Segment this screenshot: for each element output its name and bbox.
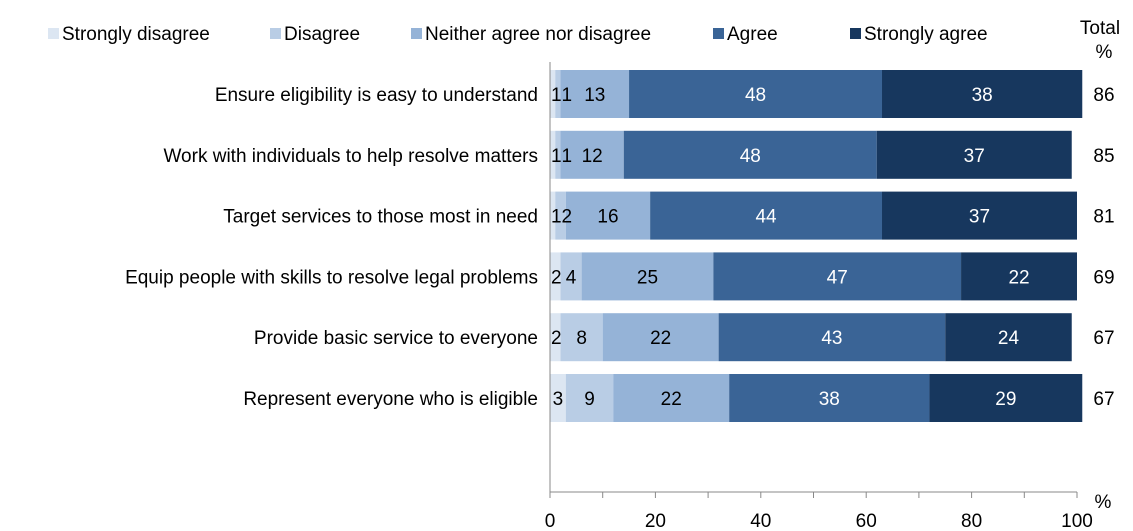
data-label: 22 — [650, 328, 671, 349]
data-label: 2 — [561, 207, 572, 228]
bar-segment — [718, 313, 946, 362]
legend-swatch — [48, 28, 59, 39]
bar-segment — [555, 191, 566, 240]
total-value: 81 — [1093, 207, 1114, 228]
legend-label: Neither agree nor disagree — [425, 24, 651, 45]
bar-segment — [555, 130, 561, 179]
bar-segment — [713, 252, 962, 301]
data-label: 29 — [995, 389, 1016, 410]
bar-segment — [565, 374, 614, 422]
data-label: 47 — [827, 267, 848, 288]
x-tick-label: 60 — [856, 511, 877, 531]
bar-segment — [560, 313, 603, 362]
bar-segment — [550, 374, 566, 422]
legend-label: Strongly disagree — [62, 24, 210, 45]
bar-segment — [555, 70, 561, 118]
data-label: 16 — [597, 207, 618, 228]
bar-segment — [560, 70, 630, 118]
data-label: 38 — [819, 389, 840, 410]
total-value: 86 — [1093, 85, 1114, 106]
data-label: 8 — [576, 328, 587, 349]
legend-swatch — [270, 28, 281, 39]
bar-segment — [729, 374, 930, 422]
data-label: 1 — [561, 85, 572, 106]
bar-segment — [882, 70, 1083, 118]
bar-segment — [945, 313, 1072, 362]
data-label: 48 — [745, 85, 766, 106]
bar-segment — [550, 70, 556, 118]
data-label: 25 — [637, 267, 658, 288]
data-label: 43 — [821, 328, 842, 349]
data-label: 2 — [551, 267, 562, 288]
data-label: 22 — [1008, 267, 1029, 288]
data-label: 37 — [964, 146, 985, 167]
bar-segment — [560, 252, 582, 301]
bar-segment — [882, 191, 1077, 240]
bar-segment — [581, 252, 714, 301]
total-value: 69 — [1093, 267, 1114, 288]
x-axis-unit: % — [1095, 492, 1112, 513]
data-label: 1 — [551, 146, 562, 167]
plot-area: Ensure eligibility is easy to understand… — [125, 70, 1115, 422]
x-tick-label: 100 — [1061, 511, 1093, 531]
bar-segment — [650, 191, 883, 240]
legend-swatch — [850, 28, 861, 39]
data-label: 13 — [584, 85, 605, 106]
x-tick-label: 0 — [545, 511, 556, 531]
category-label: Ensure eligibility is easy to understand — [215, 85, 538, 106]
bar-segment — [929, 374, 1083, 422]
x-axis: 0 20 40 60 80 100% — [545, 62, 1112, 531]
total-value: 85 — [1093, 146, 1114, 167]
category-label: Work with individuals to help resolve ma… — [163, 146, 538, 167]
data-label: 3 — [553, 389, 564, 410]
data-label: 4 — [566, 267, 577, 288]
bar-segment — [876, 130, 1072, 179]
data-label: 1 — [561, 146, 572, 167]
data-label: 1 — [551, 207, 562, 228]
totals-header-line1: Total — [1080, 18, 1120, 39]
bar-segment — [623, 130, 877, 179]
data-label: 9 — [584, 389, 595, 410]
legend-label: Disagree — [284, 24, 360, 45]
legend-label: Agree — [727, 24, 778, 45]
x-tick-label: 80 — [961, 511, 982, 531]
bar-segment — [550, 191, 556, 240]
bar-segment — [550, 252, 561, 301]
bar-segment — [550, 313, 561, 362]
data-label: 1 — [551, 85, 562, 106]
x-tick-label: 40 — [750, 511, 771, 531]
bar-segment — [565, 191, 651, 240]
legend-swatch — [713, 28, 724, 39]
bar-segment — [550, 130, 556, 179]
totals-header-line2: % — [1096, 42, 1113, 63]
x-tick-label: 20 — [645, 511, 666, 531]
total-value: 67 — [1093, 328, 1114, 349]
category-label: Provide basic service to everyone — [254, 328, 538, 349]
bar-segment — [560, 130, 624, 179]
data-label: 2 — [551, 328, 562, 349]
data-label: 37 — [969, 207, 990, 228]
legend-swatch — [411, 28, 422, 39]
category-label: Represent everyone who is eligible — [243, 389, 538, 410]
bar-segment — [629, 70, 883, 118]
totals-header: Total % — [1080, 18, 1120, 63]
total-value: 67 — [1093, 389, 1114, 410]
data-label: 48 — [740, 146, 761, 167]
bar-segment — [613, 374, 730, 422]
data-label: 44 — [755, 207, 777, 228]
data-label: 12 — [582, 146, 603, 167]
bar-segment — [961, 252, 1077, 301]
category-label: Equip people with skills to resolve lega… — [125, 267, 538, 288]
legend-label: Strongly agree — [864, 24, 988, 45]
data-label: 24 — [998, 328, 1020, 349]
bar-segment — [602, 313, 719, 362]
data-label: 38 — [972, 85, 993, 106]
category-label: Target services to those most in need — [223, 207, 538, 228]
legend: Strongly disagree Disagree Neither agree n… — [48, 24, 988, 45]
data-label: 22 — [661, 389, 682, 410]
